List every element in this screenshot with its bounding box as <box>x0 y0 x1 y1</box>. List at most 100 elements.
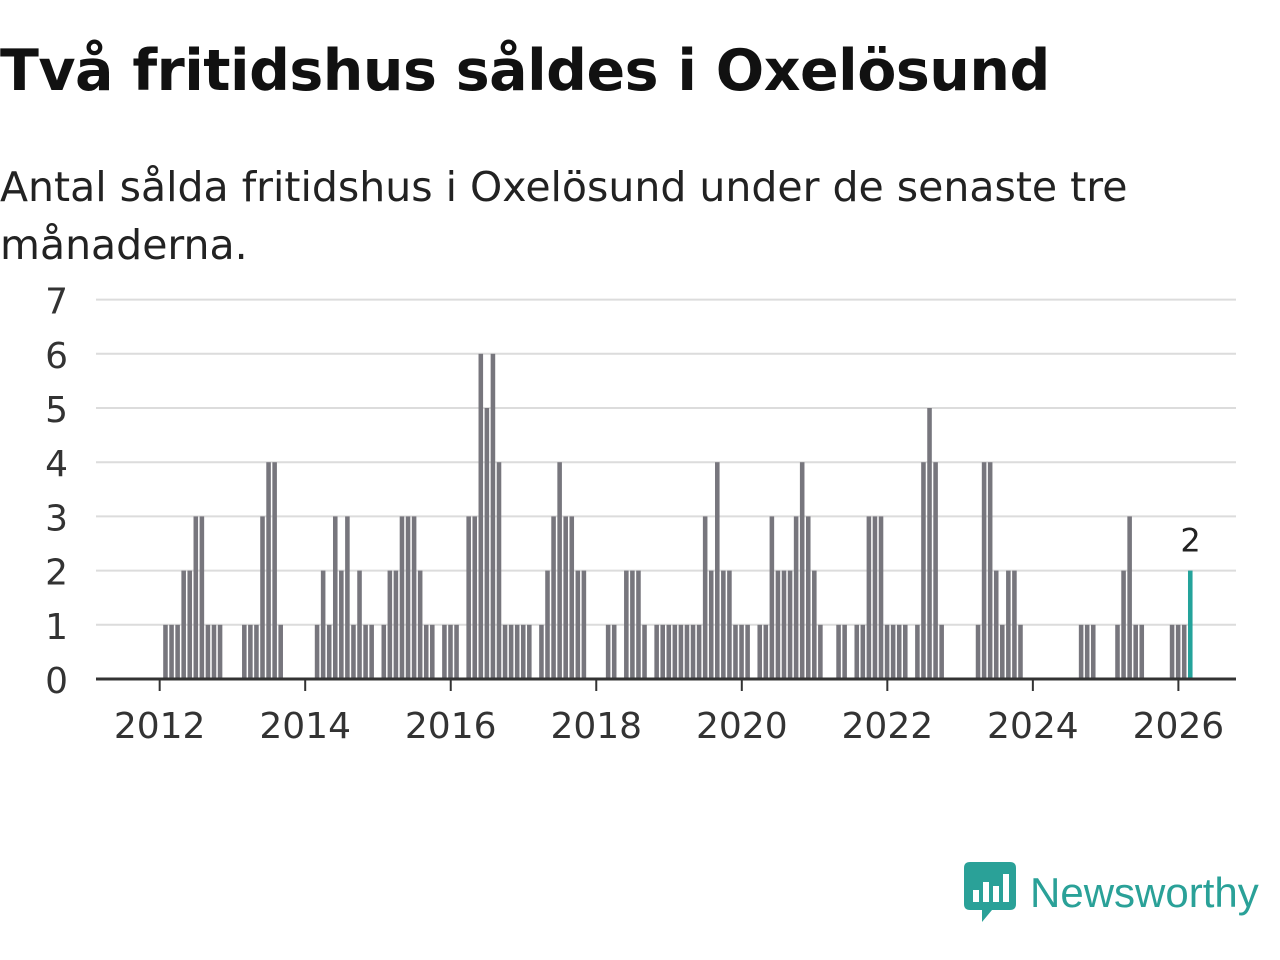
x-tick-label: 2020 <box>696 706 788 747</box>
y-tick-label: 0 <box>45 661 68 702</box>
bar <box>502 624 508 679</box>
bar <box>472 516 478 679</box>
x-tick-label: 2022 <box>842 706 934 747</box>
bar <box>799 462 805 679</box>
bar <box>1084 624 1090 679</box>
bar <box>745 624 750 679</box>
bar <box>836 624 841 679</box>
bar <box>696 624 702 679</box>
bar <box>272 462 277 679</box>
bar <box>339 570 344 679</box>
bar <box>484 408 490 679</box>
bar <box>478 353 484 679</box>
bar-chart: 0 1 2 3 4 5 6 7 2012 2014 2016 2018 2020 2022 2024 2026… <box>45 282 1236 747</box>
bar <box>975 624 981 679</box>
bar <box>514 624 520 679</box>
bar <box>702 516 708 679</box>
bar <box>1169 624 1175 679</box>
bar <box>205 624 211 679</box>
y-tick-label: 5 <box>45 390 68 431</box>
bar <box>1090 624 1096 679</box>
bar <box>369 624 374 679</box>
bar <box>775 570 781 679</box>
bar <box>818 624 823 679</box>
bar <box>812 570 817 679</box>
bar <box>708 570 714 679</box>
bar <box>242 624 247 679</box>
bar <box>1000 624 1005 679</box>
bar <box>805 516 811 679</box>
bar <box>163 624 168 679</box>
bar <box>545 570 550 679</box>
bar <box>933 462 938 679</box>
bar <box>1181 624 1187 679</box>
bar <box>690 624 696 679</box>
bar <box>363 624 368 679</box>
bar <box>1018 624 1023 679</box>
bar <box>878 516 884 679</box>
bar <box>890 624 896 679</box>
bar <box>520 624 526 679</box>
y-tick-label: 3 <box>45 498 68 539</box>
brand-logo: Newsworthy <box>964 862 1259 924</box>
bar <box>193 516 199 679</box>
bar <box>466 516 471 679</box>
bar <box>381 624 387 679</box>
bar <box>605 624 611 679</box>
newsworthy-logo-icon <box>964 862 1016 922</box>
bar <box>581 570 587 679</box>
bar <box>217 624 223 679</box>
y-tick-label: 1 <box>45 607 68 648</box>
bar <box>660 624 665 679</box>
y-tick-label: 4 <box>45 444 68 485</box>
bar <box>411 516 417 679</box>
bar <box>1139 624 1145 679</box>
x-tick-label: 2018 <box>550 706 642 747</box>
x-tick-label: 2024 <box>987 706 1079 747</box>
x-tick-label: 2016 <box>405 706 497 747</box>
bar <box>654 624 659 679</box>
brand-name: Newsworthy <box>1030 869 1259 916</box>
y-tick-label: 2 <box>45 553 68 594</box>
chart-subtitle: Antal sålda fritidshus i Oxelösund under… <box>0 163 1128 269</box>
bar <box>842 624 847 679</box>
bar <box>896 624 902 679</box>
bar <box>715 462 720 679</box>
bar <box>405 516 411 679</box>
bar <box>636 570 641 679</box>
bar <box>490 353 496 679</box>
bar <box>278 624 283 679</box>
bar <box>254 624 259 679</box>
bar <box>733 624 738 679</box>
bar <box>345 516 350 679</box>
bar <box>454 624 459 679</box>
bar <box>787 570 793 679</box>
bar <box>266 462 271 679</box>
bar <box>927 408 932 679</box>
y-tick-label: 7 <box>45 282 68 323</box>
bar <box>1078 624 1084 679</box>
bar <box>678 624 684 679</box>
bar <box>672 624 678 679</box>
bar <box>326 624 332 679</box>
bar <box>721 570 726 679</box>
bar <box>769 516 775 679</box>
bar <box>872 516 878 679</box>
bar <box>351 624 356 679</box>
bar <box>393 570 399 679</box>
bar <box>199 516 205 679</box>
x-tick-label: 2026 <box>1133 706 1225 747</box>
chart-title: Två fritidshus såldes i Oxelösund <box>0 38 1050 104</box>
bar <box>854 624 860 679</box>
bar <box>539 624 544 679</box>
bar <box>642 624 647 679</box>
bar <box>757 624 763 679</box>
bar <box>727 570 732 679</box>
bar <box>684 624 690 679</box>
bar <box>423 624 429 679</box>
bar <box>417 570 423 679</box>
bar <box>332 516 338 679</box>
bar <box>1187 570 1193 679</box>
bar <box>793 516 799 679</box>
bar <box>187 570 193 679</box>
